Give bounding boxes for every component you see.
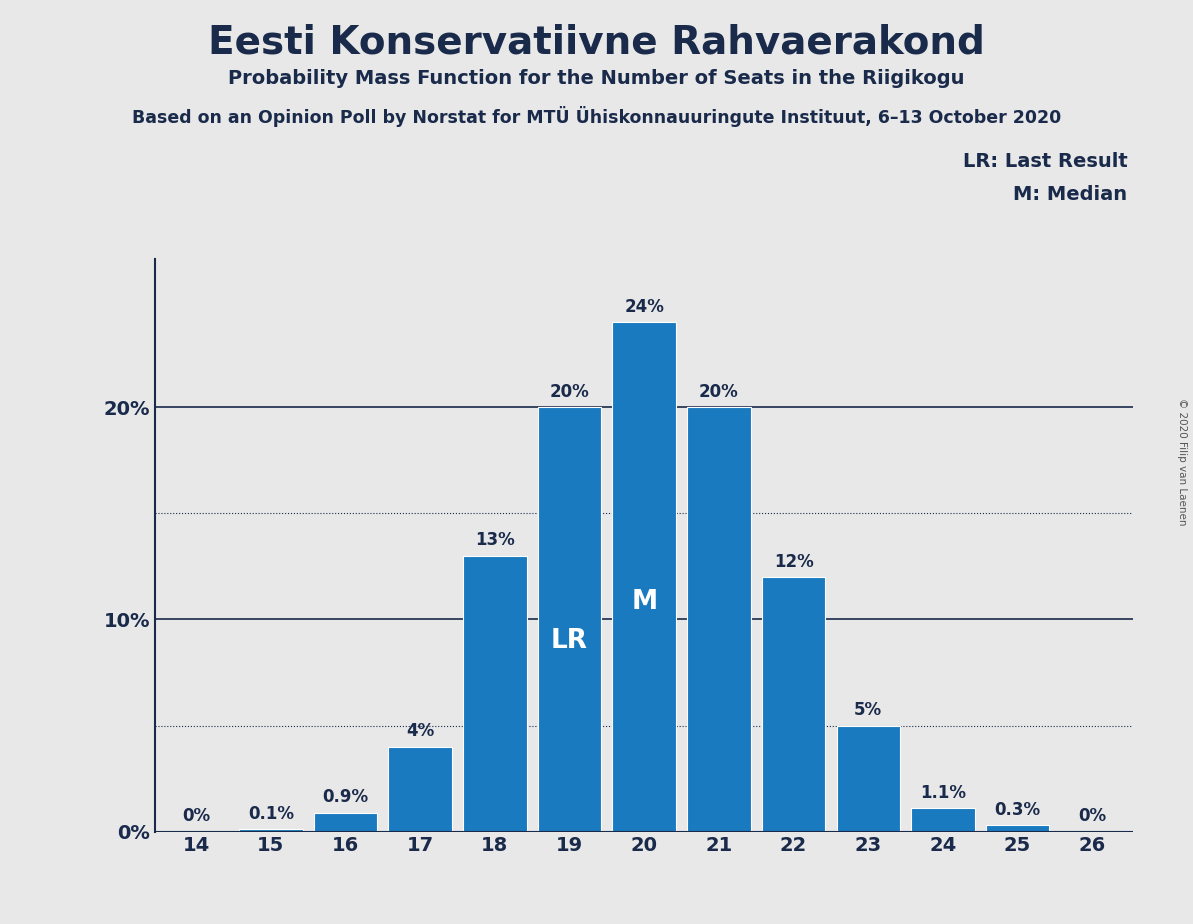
Text: 13%: 13% bbox=[475, 531, 514, 550]
Bar bbox=[985, 825, 1050, 832]
Text: 0%: 0% bbox=[1078, 808, 1106, 825]
Text: © 2020 Filip van Laenen: © 2020 Filip van Laenen bbox=[1177, 398, 1187, 526]
Text: 0.3%: 0.3% bbox=[995, 801, 1040, 819]
Text: 0.1%: 0.1% bbox=[248, 805, 293, 823]
Bar bbox=[389, 747, 452, 832]
Bar bbox=[314, 812, 377, 832]
Text: 12%: 12% bbox=[774, 553, 814, 571]
Text: 1.1%: 1.1% bbox=[920, 784, 966, 802]
Bar bbox=[911, 808, 975, 832]
Bar bbox=[687, 407, 750, 832]
Text: 0%: 0% bbox=[183, 808, 210, 825]
Text: Probability Mass Function for the Number of Seats in the Riigikogu: Probability Mass Function for the Number… bbox=[228, 69, 965, 89]
Text: 4%: 4% bbox=[406, 723, 434, 740]
Text: 5%: 5% bbox=[854, 701, 883, 719]
Bar bbox=[463, 555, 526, 832]
Text: Based on an Opinion Poll by Norstat for MTÜ Ühiskonnauuringute Instituut, 6–13 O: Based on an Opinion Poll by Norstat for … bbox=[132, 106, 1061, 128]
Text: Eesti Konservatiivne Rahvaerakond: Eesti Konservatiivne Rahvaerakond bbox=[208, 23, 985, 61]
Text: 20%: 20% bbox=[550, 383, 589, 401]
Text: 20%: 20% bbox=[699, 383, 738, 401]
Text: 0.9%: 0.9% bbox=[322, 788, 369, 806]
Text: LR: LR bbox=[551, 627, 588, 653]
Bar bbox=[612, 322, 676, 832]
Text: LR: Last Result: LR: Last Result bbox=[963, 152, 1127, 172]
Bar bbox=[239, 830, 303, 832]
Text: M: M bbox=[631, 590, 657, 615]
Bar bbox=[538, 407, 601, 832]
Bar bbox=[762, 577, 826, 832]
Text: 24%: 24% bbox=[624, 298, 665, 316]
Text: M: Median: M: Median bbox=[1013, 185, 1127, 204]
Bar bbox=[836, 725, 900, 832]
